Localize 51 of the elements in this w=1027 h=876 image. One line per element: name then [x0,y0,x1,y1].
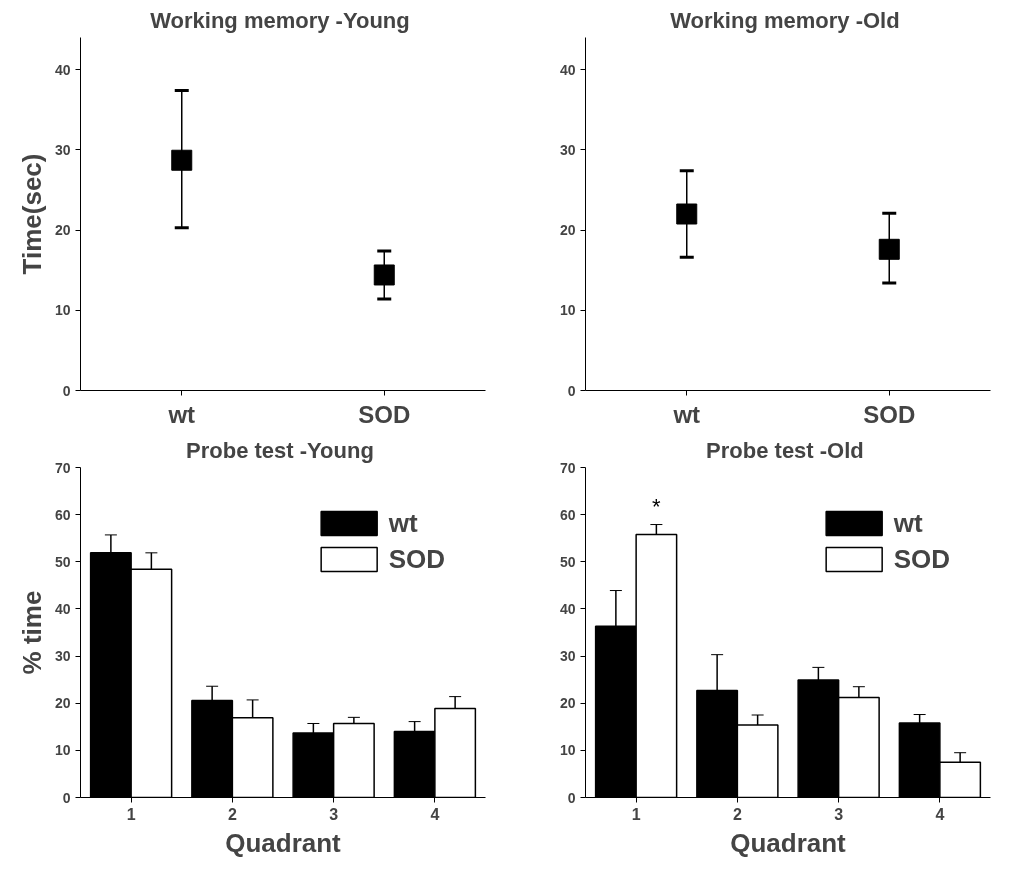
x-tick-label: 4 [430,805,440,823]
y-tick-label: 40 [54,600,71,617]
chart-title: Probe test -Young [186,437,374,463]
y-tick-label: 30 [54,648,71,665]
x-tick-label: 2 [227,805,237,823]
y-tick-label: 20 [559,695,576,712]
y-tick-label: 50 [54,553,71,570]
y-tick-label: 40 [54,61,71,78]
x-tick-label: 1 [126,805,136,823]
y-tick-label: 50 [559,553,576,570]
y-tick-label: 20 [54,695,71,712]
y-tick-label: 0 [567,789,576,806]
y-tick-label: 40 [559,600,576,617]
x-tick-label: 2 [732,805,742,823]
chart-title: Working memory -Young [150,7,410,33]
x-axis-title: Quadrant [730,827,847,858]
y-tick-label: 10 [54,302,71,319]
x-tick-label: 3 [329,805,339,823]
x-tick-label: wt [672,400,701,428]
chart-title: Working memory -Old [670,7,900,33]
y-axis-title: % time [16,590,47,675]
y-tick-label: 10 [559,742,576,759]
x-tick-label: 4 [935,805,945,823]
y-tick-label: 0 [62,789,71,806]
y-tick-label: 30 [54,141,71,158]
y-tick-label: 30 [559,141,576,158]
y-tick-label: 40 [559,61,576,78]
chart-title: Probe test -Old [706,437,864,463]
x-tick-label: SOD [358,400,411,428]
y-tick-label: 10 [54,742,71,759]
y-tick-label: 20 [559,222,576,239]
y-tick-label: 10 [559,302,576,319]
legend-label: SOD [893,543,950,575]
x-tick-label: 3 [834,805,844,823]
y-tick-label: 70 [54,459,71,476]
y-tick-label: 60 [54,506,71,523]
y-tick-label: 0 [62,382,71,399]
y-tick-label: 60 [559,506,576,523]
x-tick-label: SOD [863,400,916,428]
legend-label: wt [893,507,923,539]
y-tick-label: 70 [559,459,576,476]
x-axis-title: Quadrant [225,827,342,858]
legend-label: SOD [388,543,445,575]
annotation: * [652,493,662,519]
legend-label: wt [388,507,418,539]
x-tick-label: 1 [631,805,641,823]
y-tick-label: 20 [54,222,71,239]
y-axis-title: Time(sec) [16,153,47,275]
y-tick-label: 0 [567,382,576,399]
y-tick-label: 30 [559,648,576,665]
x-tick-label: wt [167,400,196,428]
